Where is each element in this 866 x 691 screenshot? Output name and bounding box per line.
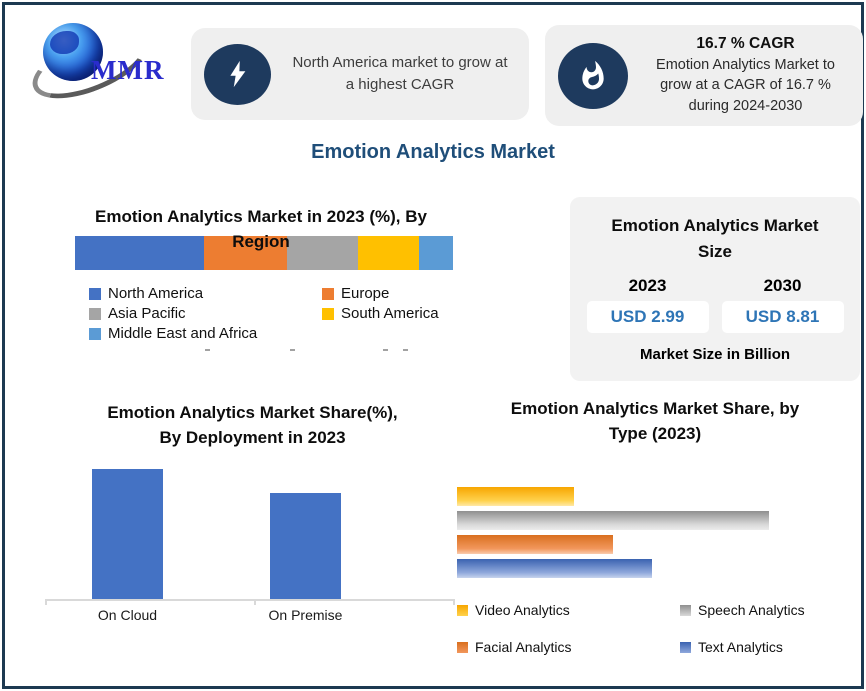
bar-speech-analytics [457, 511, 769, 531]
deployment-chart: Emotion Analytics Market Share(%), By De… [45, 401, 455, 627]
market-size-title: Emotion Analytics Market Size [611, 216, 819, 261]
legend-item-video-analytics: Video Analytics [457, 602, 680, 618]
market-size-col-2023: 2023 USD 2.99 [586, 276, 709, 333]
legend-label: Middle East and Africa [108, 325, 258, 343]
legend-label: South America [341, 305, 439, 323]
region-segment-north-america [75, 236, 204, 271]
type-chart-title: Emotion Analytics Market Share, by Type … [510, 399, 800, 443]
region-segment-south-america [358, 236, 419, 271]
region-stacked-bar [75, 236, 453, 271]
legend-item-north-america: North America [89, 285, 322, 302]
year-label: 2030 [763, 276, 802, 295]
callout-cagr: 16.7 % CAGR Emotion Analytics Market to … [545, 25, 863, 126]
cagr-text-line: grow at a CAGR of 16.7 % [660, 77, 831, 94]
market-size-value: USD 2.99 [586, 301, 709, 333]
deployment-xlabels: On Cloud On Premise [50, 607, 455, 627]
legend-label: North America [108, 285, 204, 303]
globe-icon [43, 23, 103, 81]
legend-swatch-icon [322, 287, 334, 300]
region-segment-asia-pacific [286, 236, 359, 271]
bar-on-premise [270, 493, 341, 600]
market-size-col-2030: 2030 USD 8.81 [721, 276, 844, 333]
region-segment-middle-east-and-africa [418, 236, 453, 271]
region-legend: North America Europe Asia Pacific South Ame… [89, 285, 457, 342]
legend-swatch-icon [680, 604, 691, 616]
legend-swatch-icon [680, 641, 691, 653]
region-chart-title: Emotion Analytics Market in 2023 (%), By… [95, 207, 427, 251]
market-size-footnote: Market Size in Billion [639, 346, 791, 363]
callout-text-line: North America market to grow at [292, 54, 508, 72]
legend-label: Speech Analytics [698, 602, 805, 619]
legend-item-europe: Europe [322, 285, 457, 302]
legend-label: Text Analytics [698, 639, 783, 656]
legend-swatch-icon [457, 641, 468, 653]
bar-text-analytics [457, 559, 652, 579]
legend-swatch-icon [89, 307, 101, 320]
legend-swatch-icon [457, 604, 468, 616]
deployment-chart-title: Emotion Analytics Market Share(%), By De… [107, 403, 398, 447]
type-bars [457, 487, 769, 579]
type-legend: Video Analytics Speech Analytics Facial An… [457, 602, 860, 655]
legend-item-facial-analytics: Facial Analytics [457, 639, 680, 655]
logo-text: MMR [91, 55, 165, 85]
deployment-plot [45, 468, 455, 606]
cagr-text-line: Emotion Analytics Market to [656, 57, 835, 74]
legend-label: Europe [341, 285, 390, 303]
legend-label: Video Analytics [475, 602, 570, 619]
legend-item-middle-east-and-africa: Middle East and Africa [89, 325, 322, 342]
cagr-text-line: during 2024-2030 [688, 97, 803, 114]
market-size-card: Emotion Analytics Market Size 2023 USD 2… [570, 197, 860, 381]
callout-north-america: North America market to grow at a highes… [191, 28, 529, 120]
legend-item-asia-pacific: Asia Pacific [89, 305, 322, 322]
clipped-text-artifact [65, 349, 457, 353]
mmr-logo: MMR [23, 17, 188, 112]
legend-label: Facial Analytics [475, 639, 572, 656]
xlabel-on-cloud: On Cloud [97, 607, 158, 624]
legend-label: Asia Pacific [108, 305, 186, 323]
bar-on-cloud [92, 469, 163, 600]
xlabel-on-premise: On Premise [268, 607, 343, 624]
legend-item-speech-analytics: Speech Analytics [680, 602, 860, 618]
callout-text-line: a highest CAGR [345, 76, 455, 93]
market-size-value: USD 8.81 [721, 301, 844, 333]
cagr-title: 16.7 % CAGR [696, 35, 795, 53]
x-axis-line [45, 599, 455, 606]
bar-video-analytics [457, 487, 574, 507]
bar-facial-analytics [457, 535, 613, 555]
legend-item-text-analytics: Text Analytics [680, 639, 860, 655]
page-title: Emotion Analytics Market [311, 141, 555, 163]
type-chart: Emotion Analytics Market Share, by Type … [450, 397, 860, 655]
legend-item-south-america: South America [322, 305, 457, 322]
lightning-bolt-icon [204, 43, 271, 105]
flame-icon [558, 42, 628, 109]
legend-swatch-icon [89, 287, 101, 300]
legend-swatch-icon [322, 307, 334, 320]
year-label: 2023 [628, 276, 667, 295]
region-chart: Emotion Analytics Market in 2023 (%), By… [65, 205, 457, 353]
legend-swatch-icon [89, 327, 101, 340]
region-segment-europe [203, 236, 287, 271]
